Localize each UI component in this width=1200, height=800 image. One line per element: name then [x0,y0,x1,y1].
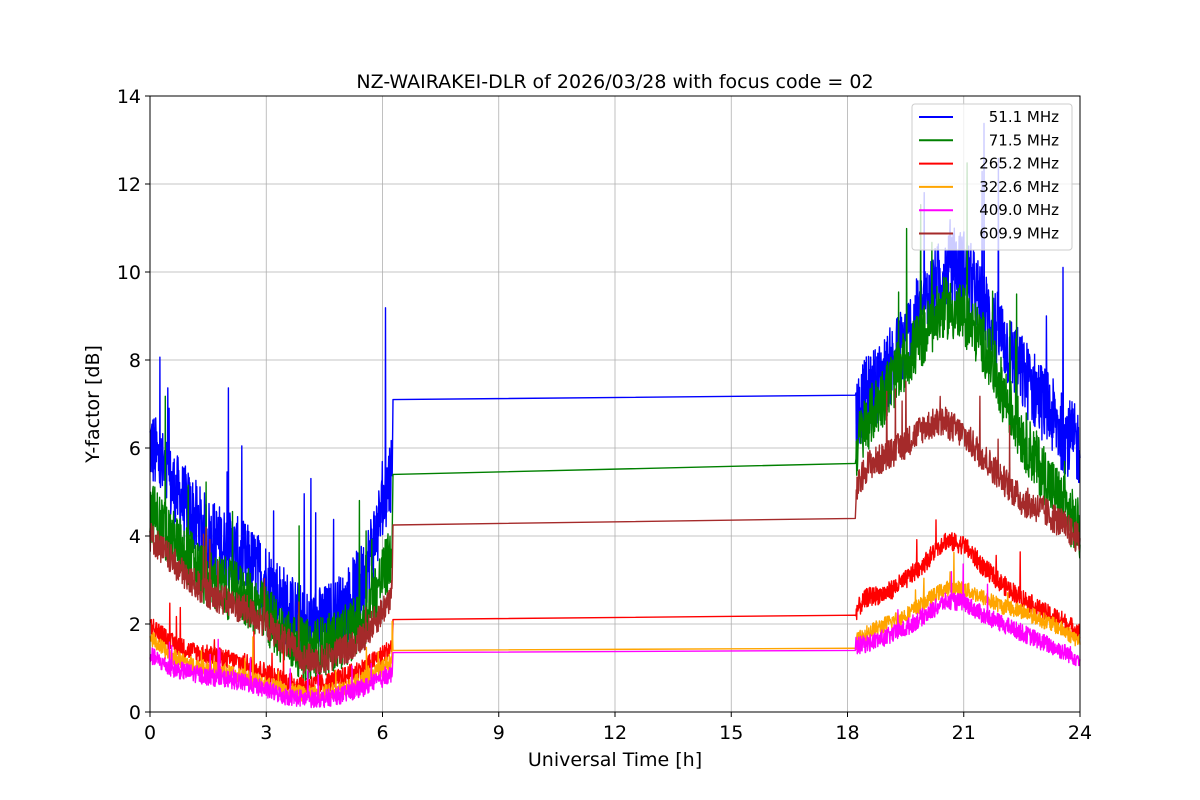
series-line-409-0-mhz [149,563,1081,709]
series-line-265-2-mhz [149,519,1081,695]
y-tick-label: 2 [129,614,141,636]
x-tick-label: 15 [719,722,743,744]
y-tick-label: 12 [117,174,141,196]
x-tick-label: 3 [260,722,272,744]
y-axis-label: Y-factor [dB] [82,345,104,464]
legend-label: 609.9 MHz [979,225,1059,243]
chart-title: NZ-WAIRAKEI-DLR of 2026/03/28 with focus… [356,71,873,93]
x-tick-label: 0 [144,722,156,744]
y-tick-label: 4 [129,526,141,548]
series-layer [149,122,1081,709]
x-tick-label: 18 [835,722,859,744]
legend-label: 51.1 MHz [989,108,1059,126]
x-tick-label: 21 [952,722,976,744]
y-tick-label: 14 [117,86,141,108]
y-tick-label: 8 [129,350,141,372]
y-tick-label: 10 [117,262,141,284]
x-tick-label: 9 [493,722,505,744]
x-axis-label: Universal Time [h] [528,749,702,771]
x-tick-label: 24 [1068,722,1092,744]
series-line-71-5-mhz [149,162,1081,682]
y-tick-label: 6 [129,438,141,460]
legend-label: 265.2 MHz [979,155,1059,173]
legend-label: 409.0 MHz [979,201,1059,219]
series-line-609-9-mhz [149,380,1081,675]
legend: 51.1 MHz 71.5 MHz 265.2 MHz 322.6 MHz 409.0… [911,103,1073,251]
legend-label: 322.6 MHz [979,178,1059,196]
x-tick-label: 6 [376,722,388,744]
y-tick-label: 0 [129,702,141,724]
legend-label: 71.5 MHz [989,131,1059,149]
series-line-51-1-mhz [149,122,1081,663]
x-tick-label: 12 [603,722,627,744]
